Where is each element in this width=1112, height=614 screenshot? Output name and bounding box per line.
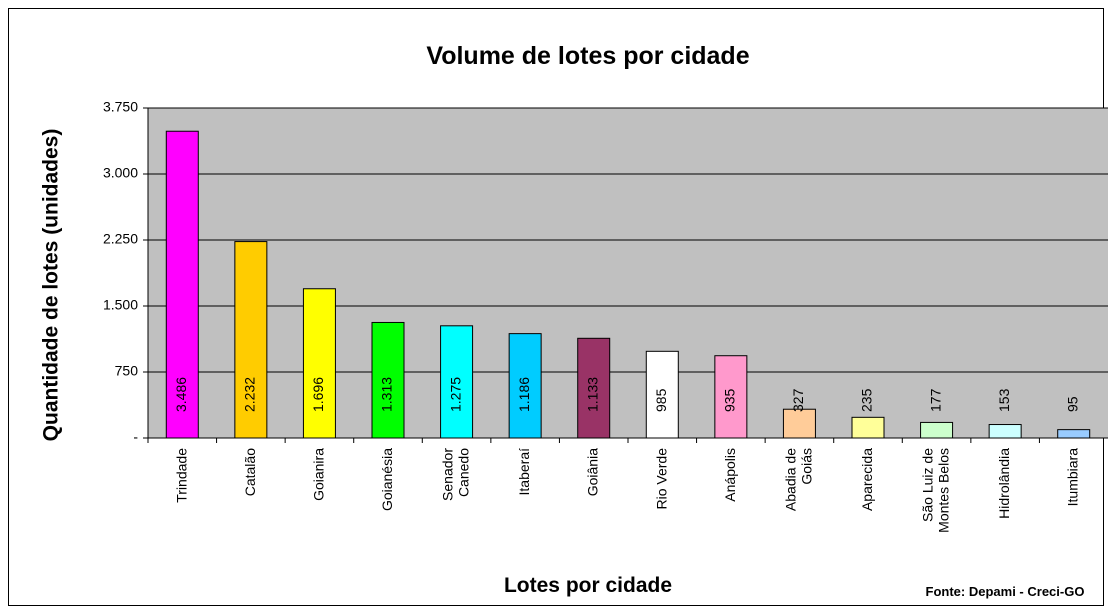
- bar: [1057, 429, 1091, 439]
- x-tick-label: Hidrolândia: [996, 448, 1012, 519]
- source-note: Fonte: Depami - Creci-GO: [926, 584, 1085, 599]
- x-tick-label: Goianésia: [379, 448, 395, 511]
- bar: [851, 416, 885, 439]
- x-tick-label: Itumbiara: [1064, 448, 1080, 507]
- x-tick-label: Goiânia: [584, 448, 600, 496]
- x-tick-label: Catalão: [242, 448, 258, 496]
- x-axis-title: Lotes por cidade: [504, 574, 672, 597]
- bar: [302, 288, 336, 439]
- bar: [645, 350, 679, 439]
- value-label: 1.696: [310, 377, 326, 412]
- bar: [782, 408, 816, 439]
- y-tick-label: 3.750: [103, 99, 138, 115]
- x-tick-label: São Luiz deMontes Belos: [919, 448, 951, 533]
- bar: [165, 130, 199, 439]
- value-label: 935: [722, 388, 738, 412]
- bar: [371, 321, 405, 439]
- value-label: 1.133: [584, 377, 600, 412]
- x-tick-label: SenadorCanedo: [439, 448, 471, 501]
- y-tick-label: 2.250: [103, 231, 138, 247]
- bar: [577, 337, 611, 439]
- value-label: 2.232: [242, 377, 258, 412]
- y-tick-label: -: [133, 429, 138, 445]
- bar: [714, 355, 748, 439]
- chart-title: Volume de lotes por cidade: [426, 42, 749, 70]
- value-label: 327: [790, 388, 806, 412]
- y-tick-label: 750: [115, 363, 139, 379]
- x-tick-label: Anápolis: [722, 448, 738, 502]
- x-tick-label: Abadia deGoiás: [782, 448, 814, 511]
- x-tick-label: Rio Verde: [653, 448, 669, 510]
- x-tick-label: Trindade: [173, 448, 189, 503]
- bar: [440, 325, 474, 439]
- value-label: 3.486: [173, 377, 189, 412]
- y-tick-label: 1.500: [103, 297, 138, 313]
- bar: [508, 333, 542, 439]
- value-label: 1.275: [447, 377, 463, 412]
- value-label: 985: [653, 388, 669, 412]
- y-tick-label: 3.000: [103, 165, 138, 181]
- value-label: 153: [996, 388, 1012, 412]
- x-tick-label: Goianira: [310, 448, 326, 501]
- x-tick-label: Itaberaí: [516, 448, 532, 496]
- value-label: 235: [859, 388, 875, 412]
- bar: [920, 421, 954, 439]
- y-axis-title: Quantidade de lotes (unidades): [40, 129, 63, 442]
- value-label: 177: [927, 388, 943, 412]
- value-label: 1.313: [379, 377, 395, 412]
- bar: [234, 241, 268, 439]
- x-tick-label: Aparecida: [859, 448, 875, 511]
- plot-area: [148, 108, 1108, 438]
- value-label: 1.186: [516, 377, 532, 412]
- bar: [988, 424, 1022, 439]
- value-label: 95: [1064, 396, 1080, 412]
